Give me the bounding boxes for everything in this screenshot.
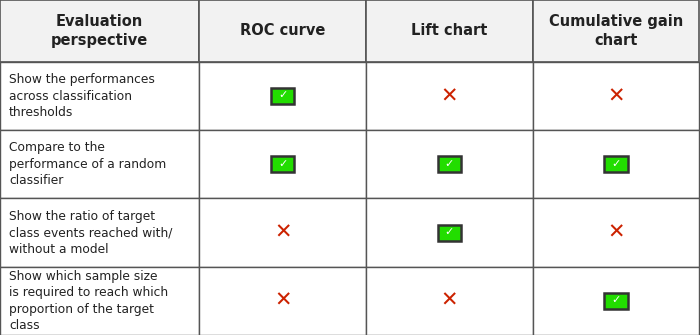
Bar — [604, 156, 627, 173]
Bar — [366, 198, 533, 267]
Text: Show which sample size
is required to reach which
proportion of the target
class: Show which sample size is required to re… — [9, 270, 168, 332]
Text: ✓: ✓ — [278, 90, 288, 100]
Bar — [199, 62, 366, 130]
Text: Lift chart: Lift chart — [411, 23, 488, 39]
Bar — [366, 62, 533, 130]
Text: Show the performances
across classification
thresholds: Show the performances across classificat… — [9, 73, 155, 119]
Bar — [199, 198, 366, 267]
Bar — [271, 156, 294, 173]
Bar — [271, 88, 294, 104]
Text: Cumulative gain
chart: Cumulative gain chart — [549, 14, 683, 48]
Text: Compare to the
performance of a random
classifier: Compare to the performance of a random c… — [9, 141, 167, 187]
Bar — [533, 62, 699, 130]
Bar — [0, 267, 199, 335]
Bar — [604, 293, 627, 309]
Bar — [366, 130, 533, 198]
Bar — [533, 130, 699, 198]
Text: ✓: ✓ — [611, 159, 621, 169]
Bar — [533, 267, 699, 335]
Text: ✕: ✕ — [607, 86, 624, 106]
Text: ✓: ✓ — [611, 295, 621, 305]
Bar — [0, 62, 199, 130]
Text: ✕: ✕ — [440, 86, 458, 106]
Text: ROC curve: ROC curve — [240, 23, 326, 39]
Bar — [0, 0, 199, 62]
Bar — [199, 0, 366, 62]
Text: ✕: ✕ — [274, 223, 291, 243]
Text: ✕: ✕ — [274, 291, 291, 311]
Text: Evaluation
perspective: Evaluation perspective — [51, 14, 148, 48]
Text: ✕: ✕ — [607, 223, 624, 243]
Text: ✓: ✓ — [444, 227, 454, 237]
Bar — [533, 198, 699, 267]
Bar — [533, 0, 699, 62]
Text: ✓: ✓ — [444, 159, 454, 169]
Text: Show the ratio of target
class events reached with/
without a model: Show the ratio of target class events re… — [9, 210, 172, 256]
Bar — [199, 130, 366, 198]
Bar — [366, 0, 533, 62]
Text: ✓: ✓ — [278, 159, 288, 169]
Bar — [0, 130, 199, 198]
Bar — [0, 198, 199, 267]
Bar — [366, 267, 533, 335]
Bar — [438, 156, 461, 173]
Bar — [438, 224, 461, 241]
Text: ✕: ✕ — [440, 291, 458, 311]
Bar — [199, 267, 366, 335]
